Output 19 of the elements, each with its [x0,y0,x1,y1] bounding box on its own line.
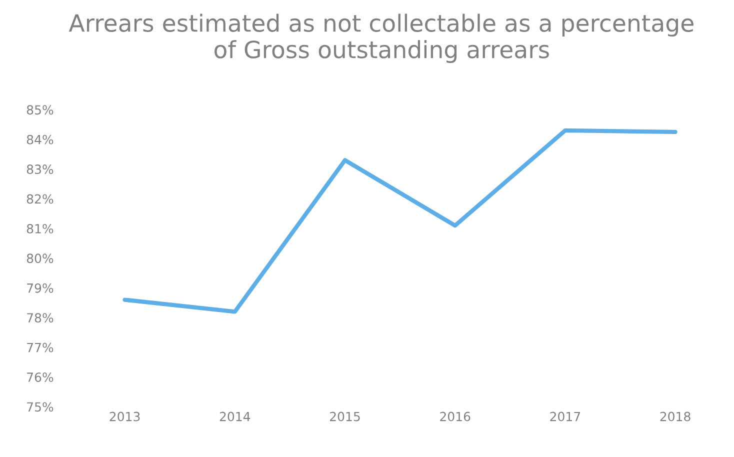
chart-title: Arrears estimated as not collectable as a percentage of Gross outstanding arrears [68,14,694,63]
x-tick-label: 2018 [660,412,690,422]
y-tick-label: 85% [26,105,54,115]
y-tick-label: 81% [26,224,54,234]
x-tick-label: 2015 [330,412,360,422]
y-tick-label: 76% [27,372,54,382]
x-tick-label: 2017 [550,412,580,422]
y-tick-label: 84% [26,134,54,144]
y-tick-label: 75% [27,402,54,412]
x-tick-label: 2016 [440,412,470,422]
y-tick-label: 80% [26,254,54,264]
x-tick-label: 2013 [110,412,140,422]
y-tick-label: 83% [26,164,54,174]
y-tick-label: 77% [27,342,54,352]
y-tick-label: 82% [26,194,54,204]
y-tick-label: 79% [27,283,54,293]
y-tick-label: 78% [27,313,54,323]
line-series [122,128,678,314]
x-tick-label: 2014 [220,412,250,422]
